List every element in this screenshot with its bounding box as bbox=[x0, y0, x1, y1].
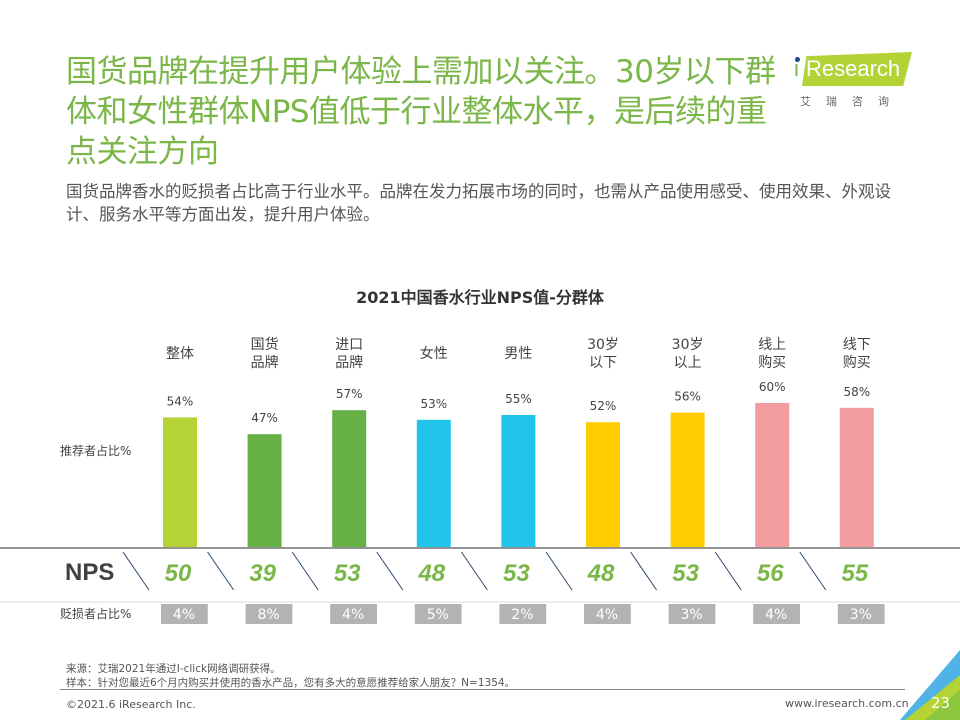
detractor-value: 4% bbox=[342, 607, 364, 623]
promoter-bar bbox=[839, 407, 874, 547]
page-number: 23 bbox=[931, 694, 951, 712]
detractor-box bbox=[668, 604, 716, 624]
corner-decoration bbox=[900, 650, 960, 720]
nps-diagonal-divider bbox=[714, 551, 742, 591]
nps-diagonal-divider bbox=[630, 551, 658, 591]
category-label: 线下购买 bbox=[843, 337, 871, 371]
detractor-value: 8% bbox=[257, 607, 279, 623]
promoters-row-label: 推荐者占比% bbox=[60, 444, 132, 458]
iresearch-logo: i Research 艾瑞咨询 bbox=[794, 50, 914, 110]
promoter-value-label: 58% bbox=[843, 385, 870, 399]
nps-diagonal-divider bbox=[799, 551, 827, 591]
promoter-bar bbox=[332, 410, 367, 547]
category-label: 女性 bbox=[420, 345, 448, 362]
nps-diagonal-divider bbox=[291, 551, 319, 591]
nps-value: 53 bbox=[334, 560, 361, 587]
nps-value: 53 bbox=[503, 560, 530, 587]
promoter-value-label: 55% bbox=[505, 392, 532, 406]
detractor-box bbox=[161, 604, 208, 624]
logo-prefix: i bbox=[794, 56, 799, 81]
detractor-box bbox=[499, 604, 547, 624]
promoter-value-label: 47% bbox=[251, 411, 278, 425]
nps-row-label: NPS bbox=[65, 559, 115, 586]
logo-chinese: 艾瑞咨询 bbox=[800, 95, 904, 108]
logo-dot-icon bbox=[795, 57, 800, 62]
category-label: 30岁以下 bbox=[587, 337, 619, 371]
detractor-box bbox=[330, 604, 377, 624]
detractor-box bbox=[837, 604, 885, 624]
nps-diagonal-divider bbox=[122, 551, 150, 591]
category-label: 整体 bbox=[166, 346, 194, 362]
promoter-bar bbox=[755, 403, 790, 547]
detractor-value: 4% bbox=[596, 607, 618, 623]
nps-diagonal-divider bbox=[207, 551, 235, 591]
detractor-value: 5% bbox=[427, 607, 449, 623]
nps-value: 56 bbox=[757, 560, 784, 587]
nps-diagonal-divider bbox=[376, 551, 404, 591]
detractors-row-label: 贬损者占比% bbox=[60, 607, 132, 621]
nps-value: 48 bbox=[417, 560, 445, 587]
footer-divider bbox=[60, 689, 905, 690]
chart-title: 2021中国香水行业NPS值-分群体 bbox=[356, 288, 604, 307]
logo-brand: Research bbox=[806, 56, 901, 81]
promoter-bar bbox=[670, 412, 705, 547]
category-label: 30岁以上 bbox=[672, 337, 704, 371]
promoter-bar bbox=[247, 434, 282, 547]
promoter-bar bbox=[586, 422, 620, 547]
promoter-value-label: 52% bbox=[590, 399, 617, 413]
promoter-bar bbox=[416, 419, 451, 547]
category-label: 线上购买 bbox=[758, 337, 786, 371]
category-label: 男性 bbox=[504, 346, 532, 362]
promoter-value-label: 60% bbox=[759, 380, 786, 394]
website-link[interactable]: www.iresearch.com.cn bbox=[785, 697, 909, 710]
detractor-box bbox=[584, 604, 631, 624]
nps-value: 53 bbox=[672, 560, 699, 587]
detractor-box bbox=[753, 604, 800, 624]
category-label: 国货品牌 bbox=[251, 336, 279, 371]
source-note: 来源：艾瑞2021年通过I-click网络调研获得。 bbox=[66, 663, 281, 675]
promoter-bar bbox=[163, 417, 197, 547]
nps-value: 48 bbox=[587, 560, 615, 587]
copyright: ©2021.6 iResearch Inc. bbox=[66, 698, 196, 711]
detractor-value: 3% bbox=[680, 607, 702, 623]
detractor-value: 2% bbox=[511, 607, 533, 623]
promoter-bar bbox=[501, 415, 536, 547]
detractor-value: 3% bbox=[850, 607, 872, 623]
detractor-box bbox=[245, 604, 293, 624]
category-label: 进口品牌 bbox=[335, 337, 363, 371]
nps-value: 55 bbox=[841, 560, 868, 587]
page-title: 国货品牌在提升用户体验上需加以关注。30岁以下群体和女性群体NPS值低于行业整体… bbox=[66, 54, 776, 170]
nps-value: 50 bbox=[165, 560, 192, 587]
page-subtitle: 国货品牌香水的贬损者占比高于行业水平。品牌在发力拓展市场的同时，也需从产品使用感… bbox=[66, 182, 891, 224]
promoter-value-label: 53% bbox=[420, 397, 447, 411]
detractor-value: 4% bbox=[173, 607, 195, 623]
detractor-value: 4% bbox=[765, 607, 787, 623]
promoter-value-label: 54% bbox=[167, 394, 194, 408]
nps-diagonal-divider bbox=[545, 551, 573, 591]
nps-diagonal-divider bbox=[460, 551, 488, 591]
logo-badge bbox=[802, 52, 912, 86]
nps-value: 39 bbox=[249, 560, 276, 587]
promoter-value-label: 57% bbox=[336, 387, 363, 401]
promoter-value-label: 56% bbox=[674, 390, 701, 404]
detractor-box bbox=[414, 604, 462, 624]
sample-note: 样本：针对您最近6个月内购买并使用的香水产品，您有多大的意愿推荐给家人朋友？N=… bbox=[66, 677, 516, 689]
